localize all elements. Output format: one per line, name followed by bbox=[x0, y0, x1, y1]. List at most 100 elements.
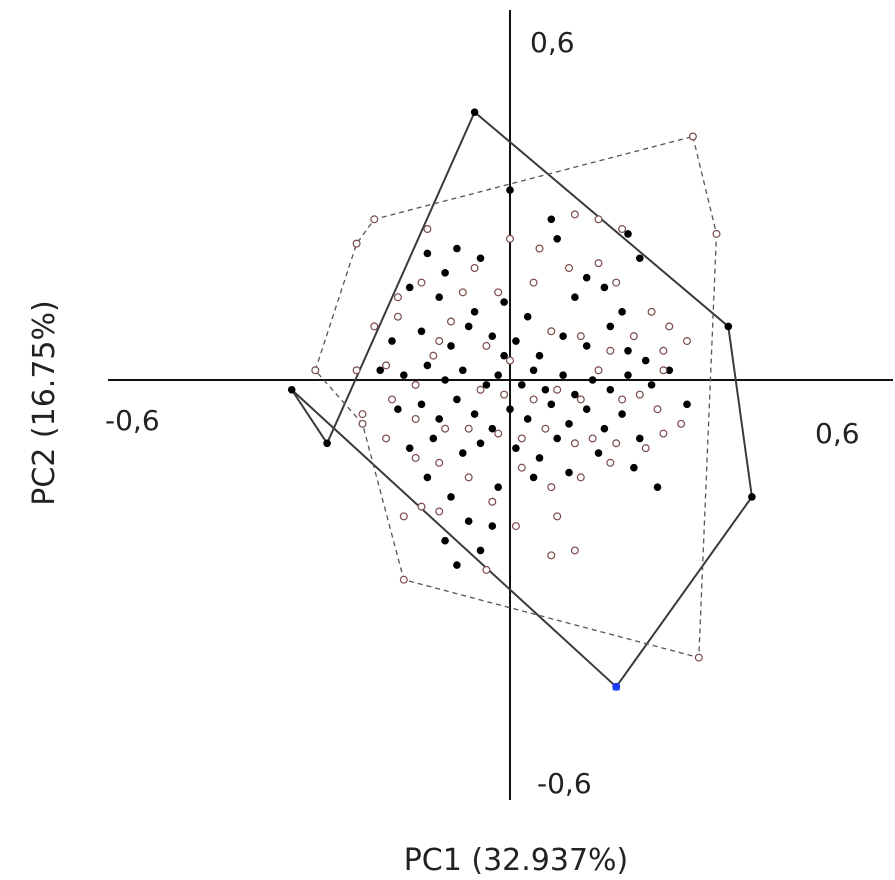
point-series-2 bbox=[688, 132, 697, 141]
point-series-1 bbox=[523, 415, 532, 423]
point-series-2 bbox=[311, 366, 320, 375]
point-series-1 bbox=[582, 342, 591, 350]
point-series-1 bbox=[488, 424, 497, 433]
point-series-1 bbox=[506, 405, 514, 414]
point-series-2 bbox=[494, 288, 503, 297]
point-series-2 bbox=[358, 419, 367, 428]
point-series-2 bbox=[588, 434, 597, 443]
point-series-1 bbox=[683, 400, 691, 409]
point-series-2 bbox=[529, 278, 538, 287]
point-series-2 bbox=[594, 366, 603, 375]
point-series-1 bbox=[500, 298, 508, 306]
point-series-1 bbox=[447, 342, 455, 350]
point-series-1 bbox=[600, 424, 609, 433]
point-series-1 bbox=[476, 546, 485, 555]
point-series-2 bbox=[682, 337, 691, 346]
point-series-1 bbox=[405, 444, 414, 452]
point-series-2 bbox=[435, 458, 444, 467]
point-series-2 bbox=[423, 225, 432, 234]
point-series-2 bbox=[694, 653, 703, 662]
point-series-1 bbox=[600, 283, 609, 292]
point-series-1 bbox=[594, 449, 603, 457]
highlight-point bbox=[612, 683, 620, 691]
point-series-1 bbox=[647, 381, 656, 389]
point-series-1 bbox=[429, 434, 438, 443]
point-series-2 bbox=[653, 405, 662, 414]
point-series-2 bbox=[388, 395, 397, 404]
point-series-1 bbox=[529, 473, 538, 482]
y-tick-label-negative: -0,6 bbox=[537, 767, 592, 800]
point-series-2 bbox=[393, 312, 402, 321]
point-series-1 bbox=[459, 366, 467, 375]
point-series-2 bbox=[435, 337, 444, 346]
point-series-1 bbox=[506, 186, 514, 194]
point-series-1 bbox=[441, 536, 449, 545]
point-series-2 bbox=[370, 322, 379, 331]
point-series-1 bbox=[494, 483, 503, 491]
point-series-2 bbox=[576, 332, 585, 341]
point-series-2 bbox=[659, 346, 668, 355]
point-series-2 bbox=[629, 332, 638, 341]
point-series-2 bbox=[482, 341, 491, 350]
point-series-2 bbox=[494, 429, 503, 438]
point-series-1 bbox=[482, 381, 491, 389]
point-series-1 bbox=[748, 493, 756, 501]
point-series-2 bbox=[541, 424, 550, 433]
y-tick-label-positive: 0,6 bbox=[530, 26, 575, 59]
point-series-2 bbox=[382, 361, 391, 370]
point-series-1 bbox=[535, 454, 544, 462]
point-series-2 bbox=[399, 575, 408, 584]
point-series-1 bbox=[453, 561, 461, 569]
point-series-2 bbox=[470, 263, 479, 272]
point-series-2 bbox=[506, 356, 515, 365]
point-series-2 bbox=[564, 263, 573, 272]
point-series-1 bbox=[571, 293, 579, 302]
point-series-2 bbox=[659, 366, 668, 375]
point-series-1 bbox=[435, 293, 444, 302]
x-axis-title: PC1 (32.937%) bbox=[404, 843, 629, 878]
point-series-1 bbox=[565, 468, 573, 477]
point-series-1 bbox=[435, 415, 444, 423]
point-series-1 bbox=[624, 371, 632, 379]
x-tick-label-positive: 0,6 bbox=[815, 417, 860, 450]
point-series-1 bbox=[553, 434, 561, 443]
point-series-1 bbox=[653, 483, 662, 491]
point-series-2 bbox=[647, 307, 656, 316]
point-series-1 bbox=[636, 254, 644, 263]
point-series-1 bbox=[488, 332, 497, 340]
point-series-2 bbox=[612, 439, 621, 448]
point-series-1 bbox=[423, 473, 432, 482]
point-series-2 bbox=[447, 317, 456, 326]
point-series-1 bbox=[529, 366, 538, 375]
point-series-1 bbox=[459, 449, 467, 457]
point-series-1 bbox=[376, 366, 385, 375]
point-series-1 bbox=[441, 376, 449, 384]
point-series-2 bbox=[517, 463, 526, 472]
point-series-2 bbox=[570, 546, 579, 555]
point-series-2 bbox=[464, 473, 473, 482]
point-series-1 bbox=[476, 439, 485, 448]
point-series-1 bbox=[476, 254, 485, 263]
point-series-1 bbox=[453, 395, 461, 404]
point-series-1 bbox=[464, 517, 473, 526]
point-series-1 bbox=[470, 410, 479, 418]
point-series-2 bbox=[506, 234, 515, 243]
point-series-2 bbox=[476, 385, 485, 394]
point-series-1 bbox=[606, 322, 615, 331]
point-series-2 bbox=[358, 410, 367, 419]
point-series-2 bbox=[429, 351, 438, 360]
point-series-2 bbox=[635, 390, 644, 399]
point-series-1 bbox=[541, 385, 550, 394]
point-series-2 bbox=[618, 395, 627, 404]
point-series-1 bbox=[618, 410, 626, 418]
point-series-2 bbox=[547, 327, 556, 336]
point-series-2 bbox=[665, 322, 674, 331]
point-series-2 bbox=[464, 424, 473, 433]
point-series-2 bbox=[618, 225, 627, 234]
point-series-2 bbox=[417, 278, 426, 287]
point-series-1 bbox=[500, 351, 508, 360]
point-series-2 bbox=[517, 434, 526, 443]
point-series-2 bbox=[500, 390, 509, 399]
point-series-1 bbox=[641, 356, 650, 365]
point-series-2 bbox=[511, 522, 520, 531]
